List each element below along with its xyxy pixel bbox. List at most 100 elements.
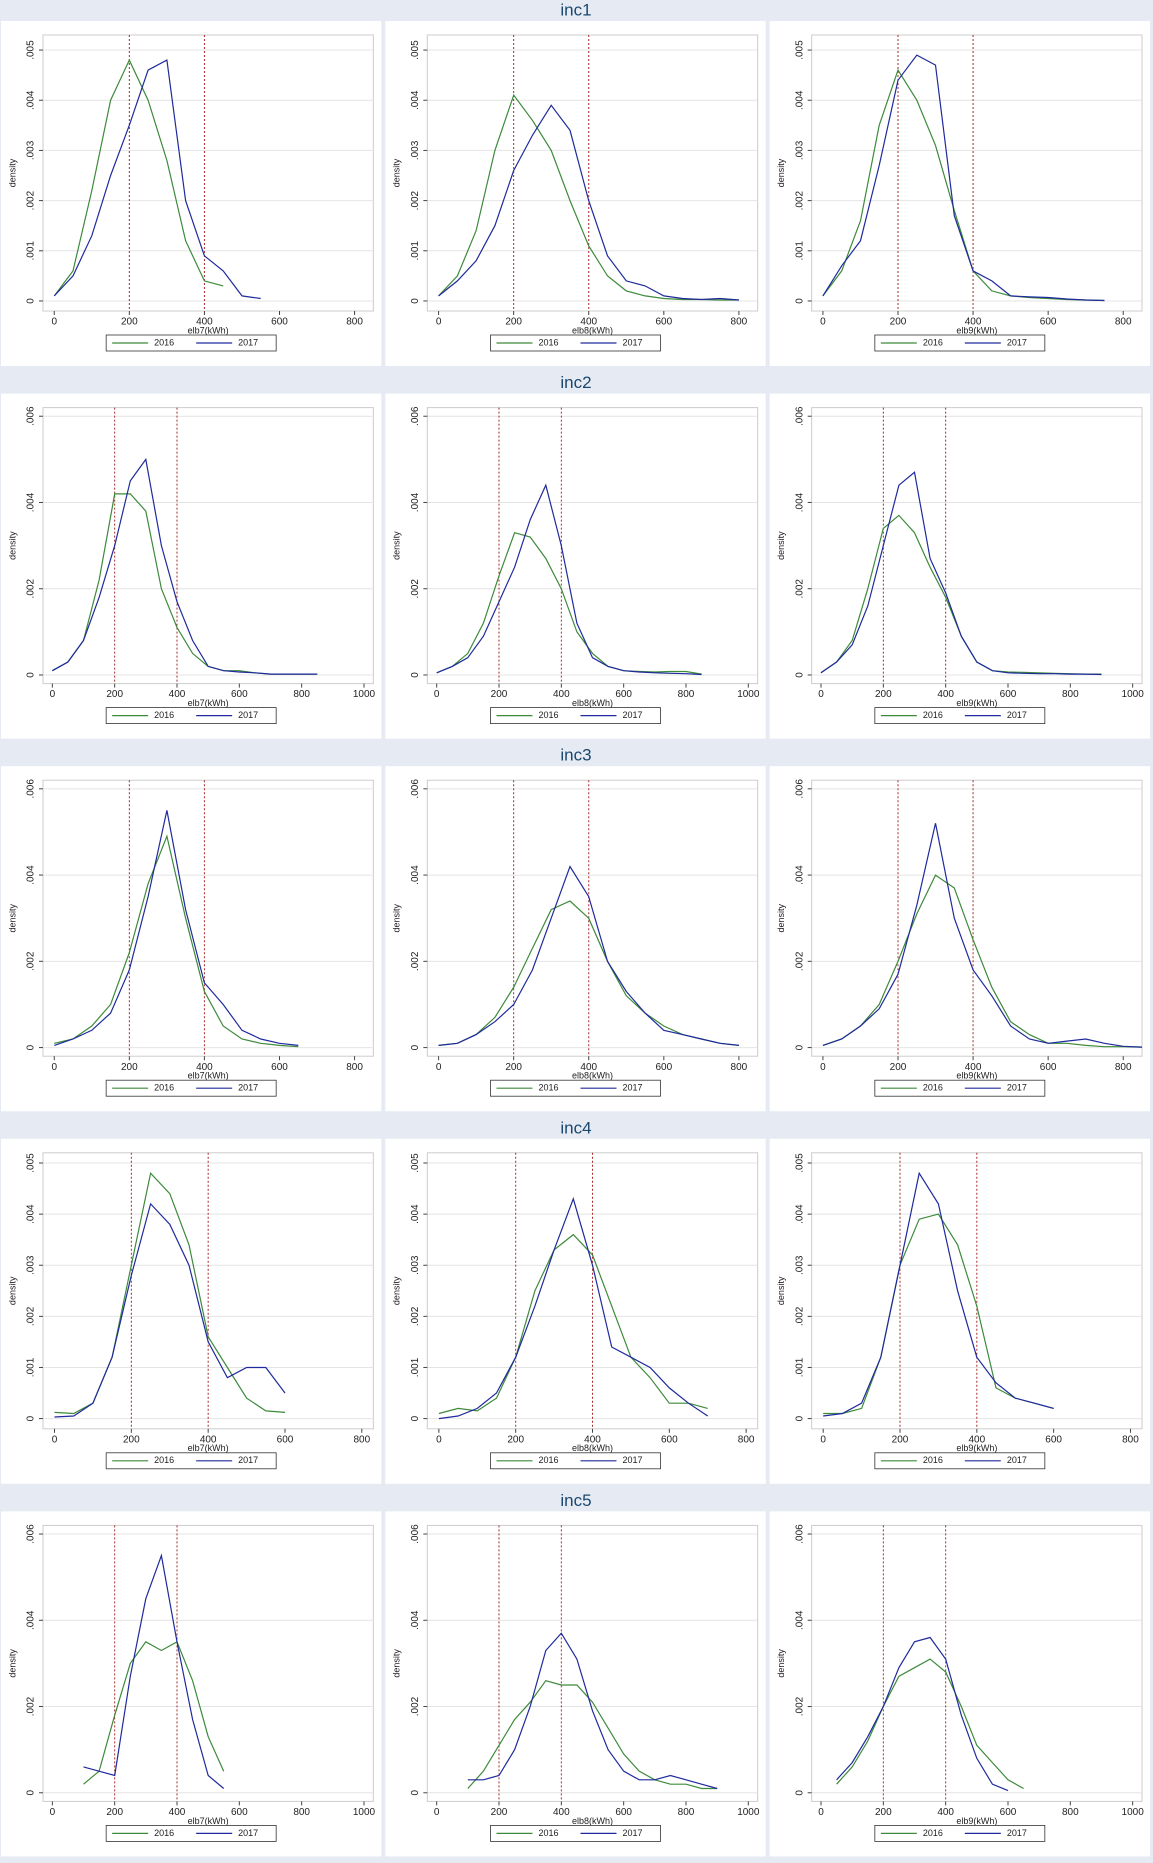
- x-tick-label: 400: [965, 317, 982, 328]
- x-tick-label: 600: [231, 1807, 248, 1818]
- y-axis-label: density: [776, 158, 786, 187]
- x-tick-label: 800: [293, 1807, 310, 1818]
- x-tick-label: 600: [1000, 689, 1017, 700]
- y-tick-label: .002: [410, 951, 421, 971]
- x-axis-label: elb7(kWh): [188, 325, 229, 335]
- x-tick-label: 600: [231, 689, 248, 700]
- y-axis-label: density: [392, 1649, 402, 1678]
- x-tick-label: 400: [200, 1434, 217, 1445]
- y-tick-label: 0: [410, 298, 421, 304]
- legend-label: 2016: [154, 1083, 174, 1093]
- x-tick-label: 1000: [737, 689, 760, 700]
- legend: [874, 334, 1046, 352]
- x-tick-label: 200: [121, 1062, 138, 1073]
- y-tick-label: .003: [794, 1255, 805, 1275]
- x-tick-label: 0: [434, 1807, 440, 1818]
- x-tick-label: 400: [196, 1062, 213, 1073]
- legend-label: 2016: [923, 710, 943, 720]
- y-tick-label: .004: [410, 1610, 421, 1630]
- x-tick-label: 0: [820, 1062, 826, 1073]
- y-tick-label: .003: [26, 1255, 37, 1275]
- y-axis-label: density: [7, 531, 17, 560]
- x-axis-label: elb8(kWh): [572, 698, 613, 708]
- plot-area: [42, 1524, 374, 1802]
- y-tick-label: .004: [794, 90, 805, 110]
- plot-area: [426, 1524, 759, 1802]
- legend-label: 2017: [1007, 1828, 1027, 1838]
- legend-label: 2016: [154, 337, 174, 347]
- y-tick-label: .002: [794, 1696, 805, 1716]
- y-tick-label: .002: [26, 951, 37, 971]
- y-tick-label: .002: [794, 951, 805, 971]
- y-tick-label: .003: [26, 140, 37, 160]
- legend: [490, 1452, 661, 1470]
- y-tick-label: .002: [794, 1306, 805, 1326]
- density-line: [436, 483, 702, 676]
- x-tick-label: 800: [738, 1434, 755, 1445]
- x-tick-label: 800: [293, 689, 310, 700]
- row-title: inc2: [560, 373, 591, 392]
- legend: [105, 1452, 277, 1470]
- plot-area: [811, 779, 1143, 1057]
- x-tick-label: 0: [818, 689, 824, 700]
- x-tick-label: 200: [890, 317, 907, 328]
- x-tick-label: 200: [875, 1807, 892, 1818]
- y-axis-label: density: [776, 531, 786, 560]
- density-line: [823, 1171, 1054, 1417]
- y-tick-label: 0: [410, 1790, 421, 1796]
- plot-area: [426, 407, 759, 685]
- legend: [105, 334, 277, 352]
- y-tick-label: .006: [26, 406, 37, 426]
- x-axis-label: elb7(kWh): [188, 1816, 229, 1826]
- legend: [105, 1825, 277, 1842]
- x-tick-label: 800: [1062, 1807, 1079, 1818]
- x-axis-label: elb7(kWh): [188, 1071, 229, 1081]
- plot-area: [811, 407, 1143, 685]
- y-tick-label: .005: [794, 40, 805, 60]
- x-tick-label: 0: [434, 689, 440, 700]
- x-axis-label: elb7(kWh): [188, 698, 229, 708]
- x-tick-label: 200: [106, 689, 123, 700]
- x-tick-label: 400: [937, 1807, 954, 1818]
- plot-area: [426, 779, 759, 1057]
- density-line: [836, 1636, 1009, 1792]
- legend-label: 2017: [238, 1083, 258, 1093]
- y-tick-label: .001: [794, 1357, 805, 1377]
- y-tick-label: .005: [410, 1153, 421, 1173]
- y-tick-label: .004: [410, 492, 421, 512]
- x-tick-label: 0: [50, 1807, 56, 1818]
- y-tick-label: 0: [794, 1790, 805, 1796]
- legend-label: 2017: [238, 337, 258, 347]
- density-line: [436, 531, 702, 675]
- row-title: inc3: [560, 746, 591, 765]
- y-tick-label: .002: [794, 579, 805, 599]
- x-tick-label: 600: [661, 1434, 678, 1445]
- legend: [490, 334, 661, 352]
- x-tick-label: 400: [580, 317, 597, 328]
- y-tick-label: .001: [26, 1357, 37, 1377]
- legend-label: 2016: [923, 1828, 943, 1838]
- legend-label: 2016: [539, 1828, 559, 1838]
- legend-label: 2016: [539, 337, 559, 347]
- legend-label: 2016: [154, 1828, 174, 1838]
- legend: [874, 1825, 1046, 1842]
- legend: [874, 1452, 1046, 1470]
- x-axis-label: elb9(kWh): [956, 698, 997, 708]
- x-tick-label: 800: [678, 689, 695, 700]
- x-tick-label: 0: [50, 689, 56, 700]
- y-tick-label: .006: [26, 1524, 37, 1544]
- x-tick-label: 200: [106, 1807, 123, 1818]
- legend-label: 2016: [154, 1455, 174, 1465]
- density-line: [53, 58, 224, 297]
- x-tick-label: 800: [1062, 689, 1079, 700]
- y-tick-label: .001: [794, 241, 805, 261]
- x-tick-label: 800: [1122, 1434, 1139, 1445]
- legend-label: 2017: [623, 337, 643, 347]
- y-tick-label: .002: [410, 1696, 421, 1716]
- x-axis-label: elb7(kWh): [188, 1443, 229, 1453]
- y-tick-label: .004: [794, 1204, 805, 1224]
- legend: [490, 1825, 661, 1842]
- x-tick-label: 200: [890, 1062, 907, 1073]
- density-line: [822, 874, 1143, 1048]
- density-line: [822, 823, 1143, 1048]
